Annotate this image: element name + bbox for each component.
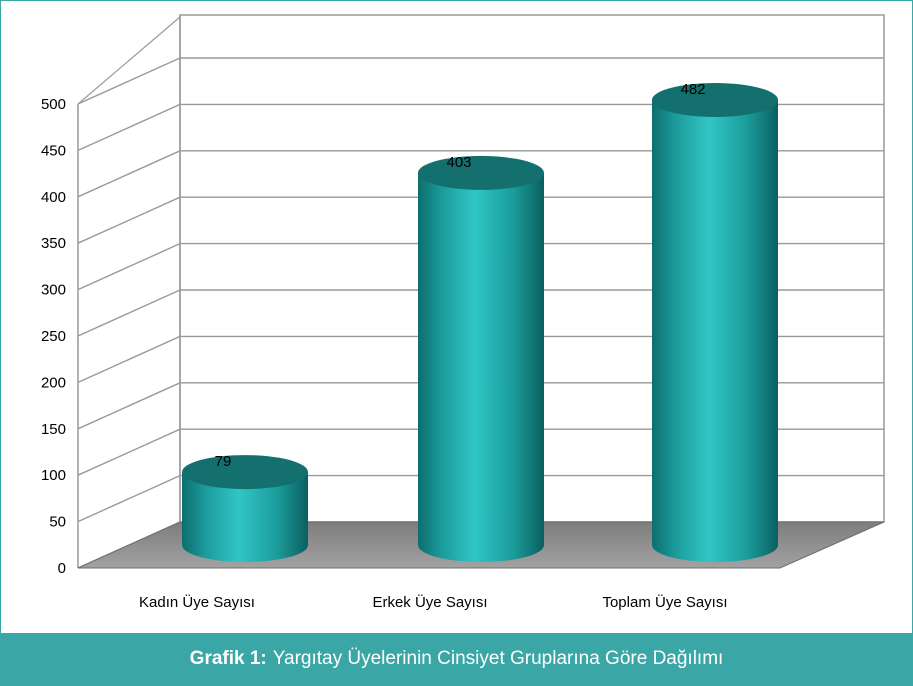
x-axis-categories: Kadın Üye Sayısı Erkek Üye Sayısı Toplam Ü… xyxy=(139,593,727,611)
value-label: 79 xyxy=(215,453,232,470)
grid-line-side xyxy=(77,242,181,291)
bar-top xyxy=(652,83,778,117)
grid-line-side xyxy=(77,382,181,430)
y-tick-label: 100 xyxy=(41,467,66,484)
y-tick-label: 0 xyxy=(58,560,66,577)
bar-top xyxy=(182,455,308,490)
bar-body xyxy=(182,472,308,562)
figure-caption: Grafik 1: Yargıtay Üyelerinin Cinsiyet G… xyxy=(1,633,912,685)
bar-cylinder xyxy=(182,455,308,562)
value-labels: 79 403 482 xyxy=(215,81,706,470)
bar-cylinder xyxy=(652,83,778,562)
bar-top xyxy=(418,155,544,190)
bar-body xyxy=(418,172,544,563)
category-label: Kadın Üye Sayısı xyxy=(139,593,255,611)
y-tick-label: 200 xyxy=(41,374,66,391)
y-tick-label: 50 xyxy=(49,514,66,531)
bars xyxy=(182,83,778,563)
top-side-edge xyxy=(77,16,181,105)
value-label: 482 xyxy=(680,81,705,98)
grid-line-side xyxy=(77,474,181,523)
grid-line-side xyxy=(77,196,181,244)
caption-text: Yargıtay Üyelerinin Cinsiyet Gruplarına … xyxy=(272,648,724,669)
y-tick-label: 500 xyxy=(41,96,66,113)
grid-line-side xyxy=(77,103,181,152)
y-tick-label: 400 xyxy=(41,189,66,206)
grid-line-side xyxy=(77,335,181,384)
caption-label: Grafik 1: xyxy=(189,648,267,669)
side-wall xyxy=(78,60,180,568)
grid-line-side xyxy=(77,289,181,337)
category-label: Toplam Üye Sayısı xyxy=(602,593,727,611)
bar-cylinder xyxy=(418,155,544,563)
y-tick-label: 250 xyxy=(41,328,66,345)
category-label: Erkek Üye Sayısı xyxy=(372,593,487,611)
bar-body xyxy=(652,100,778,562)
y-tick-label: 450 xyxy=(41,142,66,159)
grid-line-side xyxy=(77,150,181,198)
y-axis-ticks: 0 50 100 150 200 250 300 350 400 450 500 xyxy=(41,96,66,577)
value-label: 403 xyxy=(446,154,471,171)
y-tick-label: 300 xyxy=(41,282,66,299)
grid-line-side xyxy=(77,428,181,476)
grid-line-side xyxy=(77,57,181,105)
y-tick-label: 150 xyxy=(41,421,66,438)
y-tick-label: 350 xyxy=(41,235,66,252)
